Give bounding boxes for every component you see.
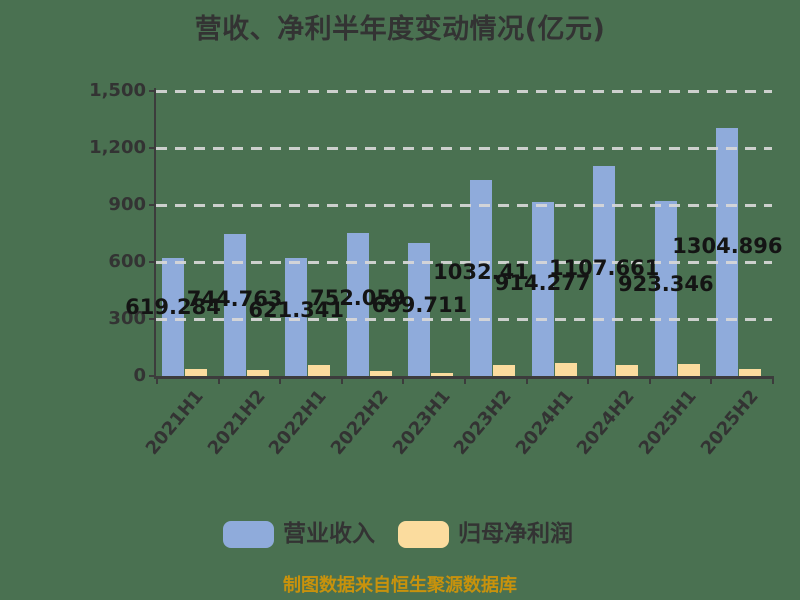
revenue-bar [531, 202, 554, 376]
y-axis-tick-label: 600 [108, 251, 146, 272]
profit-bar [616, 365, 639, 376]
gridline [156, 147, 772, 150]
revenue-data-label: 621.341 [248, 298, 345, 322]
x-axis-tick-mark [648, 376, 651, 384]
revenue-bar [408, 243, 431, 376]
revenue-data-label: 619.284 [125, 295, 221, 319]
x-axis-tick-label-text: 2025H2 [696, 386, 763, 460]
profit-bar [739, 368, 762, 376]
x-axis-tick-mark [340, 376, 343, 384]
revenue-bar [223, 234, 246, 376]
x-axis-tick-label-text: 2022H2 [326, 386, 393, 460]
revenue-data-label: 1107.661 [549, 256, 660, 280]
y-axis-tick-mark [149, 261, 156, 263]
revenue-bar [470, 179, 492, 376]
data-source-note: 制图数据来自恒生聚源数据库 [283, 575, 517, 596]
y-axis-tick-label: 1,500 [89, 80, 146, 101]
x-axis-tick-mark [464, 376, 466, 384]
x-axis-tick-mark [156, 376, 158, 384]
y-axis-tick-mark [149, 204, 156, 206]
revenue-data-label: 1032.41 [433, 260, 529, 284]
revenue-bar [285, 257, 308, 376]
revenue-data-label: 1304.896 [672, 234, 783, 258]
revenue-data-label: 923.346 [617, 272, 714, 296]
x-axis-tick-label-text: 2023H1 [388, 386, 455, 460]
x-axis-line [154, 376, 774, 379]
gridline [156, 261, 772, 264]
revenue-bar [654, 200, 677, 376]
revenue-bar [593, 165, 616, 376]
profit-bar [185, 369, 207, 376]
profit-bar [554, 362, 577, 376]
x-axis-tick-mark [525, 376, 528, 384]
legend: 营业收入 归母净利润 [0, 519, 800, 551]
x-axis-tick-mark [772, 376, 774, 384]
revenue-data-label: 914.277 [494, 271, 591, 295]
x-axis-tick-label-text: 2022H1 [265, 386, 332, 460]
y-axis-line [154, 88, 156, 379]
legend-label-profit: 归母净利润 [458, 521, 573, 547]
x-axis-tick-mark [587, 376, 590, 384]
x-axis-tick-mark [279, 376, 282, 384]
profit-bar [246, 369, 269, 376]
y-axis-tick-label: 300 [108, 308, 146, 329]
y-axis-tick-mark [149, 147, 156, 149]
revenue-bar [346, 233, 369, 376]
profit-bar [308, 365, 331, 376]
y-axis-tick-label: 900 [108, 194, 146, 215]
legend-label-revenue: 营业收入 [283, 521, 375, 547]
x-axis-tick-label-text: 2021H1 [141, 386, 208, 460]
profit-bar [677, 364, 700, 376]
y-axis-tick-label: 0 [133, 365, 146, 386]
y-axis-tick-mark [149, 318, 156, 320]
legend-swatch-profit [398, 521, 449, 548]
profit-bar [431, 373, 454, 376]
gridline [156, 204, 772, 207]
gridline [156, 90, 772, 93]
x-axis-tick-label-text: 2023H2 [449, 386, 516, 460]
revenue-data-label: 752.059 [309, 286, 406, 310]
revenue-data-label: 744.763 [186, 287, 283, 311]
x-axis-tick-label-text: 2024H2 [573, 386, 640, 460]
revenue-bar [716, 128, 739, 376]
y-axis-tick-label: 1,200 [89, 137, 146, 158]
profit-bar [369, 370, 392, 376]
chart-title: 营收、净利半年度变动情况(亿元) [194, 14, 606, 45]
y-axis-tick-mark [149, 90, 156, 92]
revenue-data-label: 699.711 [371, 293, 468, 317]
profit-bar [493, 365, 515, 376]
x-axis-tick-mark [217, 376, 220, 384]
legend-swatch-revenue [223, 521, 274, 548]
x-axis-tick-mark [402, 376, 405, 384]
x-axis-tick-label-text: 2021H2 [203, 386, 270, 460]
x-axis-tick-label-text: 2025H1 [634, 386, 701, 460]
gridline [156, 318, 772, 321]
x-axis-tick-mark [710, 376, 713, 384]
x-axis-tick-label-text: 2024H1 [511, 386, 578, 460]
y-axis-tick-mark [149, 375, 156, 377]
revenue-bar [162, 258, 184, 376]
